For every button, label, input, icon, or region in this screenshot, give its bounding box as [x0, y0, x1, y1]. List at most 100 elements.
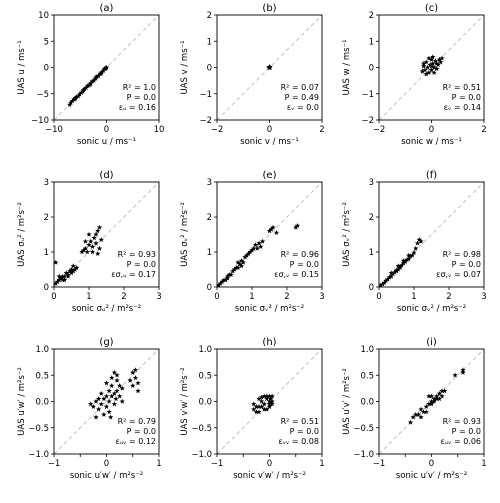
- x-tick-label: −2: [211, 125, 224, 135]
- data-point: [268, 226, 274, 232]
- stat-text: R² = 0.79: [118, 417, 156, 426]
- stat-text: εσ,ᵤ = 0.17: [111, 270, 156, 279]
- data-point: [439, 55, 445, 61]
- panel-title: (d): [99, 170, 113, 181]
- x-axis-label: sonic σᵥ² / m²s⁻²: [397, 304, 466, 314]
- data-point: [410, 414, 416, 420]
- data-point: [434, 393, 440, 399]
- data-point: [415, 411, 422, 417]
- stat-text: R² = 1.0: [123, 83, 156, 92]
- data-point: [406, 256, 412, 262]
- stat-text: εᵤ = 0.16: [119, 103, 156, 112]
- data-point: [53, 259, 59, 265]
- data-point: [385, 276, 391, 282]
- data-point: [264, 406, 270, 412]
- data-point: [216, 282, 222, 288]
- data-point: [379, 281, 386, 287]
- y-tick-label: 0.5: [35, 371, 49, 381]
- y-tick-label: −1.0: [28, 450, 49, 460]
- data-point: [245, 250, 252, 257]
- data-point: [439, 388, 445, 394]
- data-point: [269, 398, 275, 404]
- data-point: [135, 380, 141, 386]
- panel-title: (h): [262, 337, 276, 348]
- data-point: [95, 73, 102, 79]
- subplot-6: (g) −1 0 1 −1.0 −0.5 0.0 0.5 1.0 sonic u′w′ / m²s…: [17, 337, 162, 481]
- subplot-3: (d) 0 1 2 3 0 1 2 3 sonic σᵤ² / m²s⁻² UAS σᵤ² / m²…: [17, 170, 162, 314]
- data-point: [95, 250, 101, 257]
- stat-text: R² = 0.51: [281, 417, 319, 426]
- data-point: [426, 393, 432, 399]
- x-tick-label: 0: [214, 292, 219, 302]
- data-point: [386, 274, 393, 280]
- data-points: [88, 367, 141, 420]
- reference-line: [378, 348, 485, 455]
- data-point: [68, 270, 75, 276]
- data-point: [414, 240, 421, 246]
- y-tick-label: 2: [369, 213, 374, 223]
- data-point: [60, 277, 66, 283]
- data-point: [67, 268, 73, 274]
- data-point: [86, 242, 92, 248]
- data-point: [68, 99, 74, 105]
- data-points: [251, 393, 275, 415]
- data-point: [436, 390, 443, 396]
- data-point: [430, 60, 436, 66]
- x-tick-label: −1: [373, 459, 386, 469]
- y-tick-label: 3: [44, 178, 49, 188]
- data-point: [53, 280, 59, 286]
- data-point: [460, 367, 466, 373]
- stat-text: εᵤᵥ = 0.06: [441, 437, 482, 446]
- data-point: [418, 238, 424, 244]
- data-point: [132, 375, 139, 381]
- data-point: [254, 245, 260, 251]
- x-axis-label: sonic σᵤ² / m²s⁻²: [72, 304, 141, 314]
- data-point: [93, 74, 99, 80]
- x-tick-label: 3: [319, 292, 324, 302]
- y-tick-label: 0.0: [35, 398, 49, 408]
- data-point: [127, 377, 133, 383]
- x-tick-label: 1: [249, 292, 254, 302]
- y-tick-label: 0: [44, 64, 49, 74]
- y-tick-label: 0: [369, 64, 374, 74]
- x-axis-label: sonic w / ms⁻¹: [401, 137, 462, 147]
- data-point: [428, 401, 435, 407]
- data-point: [98, 70, 104, 76]
- y-tick-label: 1: [44, 248, 49, 258]
- data-point: [96, 245, 103, 251]
- y-tick-label: 1: [207, 248, 212, 258]
- stat-text: P = 0.0: [127, 260, 156, 269]
- stat-text: R² = 0.93: [443, 417, 481, 426]
- stat-text: R² = 0.93: [118, 250, 156, 259]
- y-tick-label: 10: [38, 11, 49, 21]
- data-point: [269, 393, 275, 399]
- y-tick-label: −0.5: [28, 424, 49, 434]
- data-point: [119, 398, 125, 404]
- y-tick-label: 1.0: [360, 345, 374, 355]
- data-point: [428, 56, 435, 62]
- reference-line: [378, 14, 485, 121]
- reference-line: [216, 14, 323, 121]
- data-point: [427, 62, 433, 68]
- data-point: [420, 60, 427, 66]
- data-point: [249, 247, 255, 253]
- data-point: [244, 252, 250, 258]
- data-point: [80, 87, 87, 93]
- x-tick-label: 1: [86, 292, 91, 302]
- x-tick-label: −1: [211, 459, 224, 469]
- data-point: [219, 278, 225, 285]
- y-tick-label: −2: [199, 116, 212, 126]
- data-point: [103, 64, 110, 70]
- panel-title: (e): [263, 170, 277, 181]
- data-point: [114, 377, 120, 383]
- x-tick-label: 1: [319, 459, 324, 469]
- data-point: [423, 409, 429, 415]
- data-point: [251, 245, 257, 251]
- data-point: [93, 414, 99, 420]
- data-point: [431, 69, 437, 76]
- data-point: [438, 59, 444, 65]
- data-point: [111, 369, 118, 375]
- data-point: [400, 260, 407, 266]
- data-point: [266, 403, 273, 410]
- y-tick-label: −2: [361, 116, 374, 126]
